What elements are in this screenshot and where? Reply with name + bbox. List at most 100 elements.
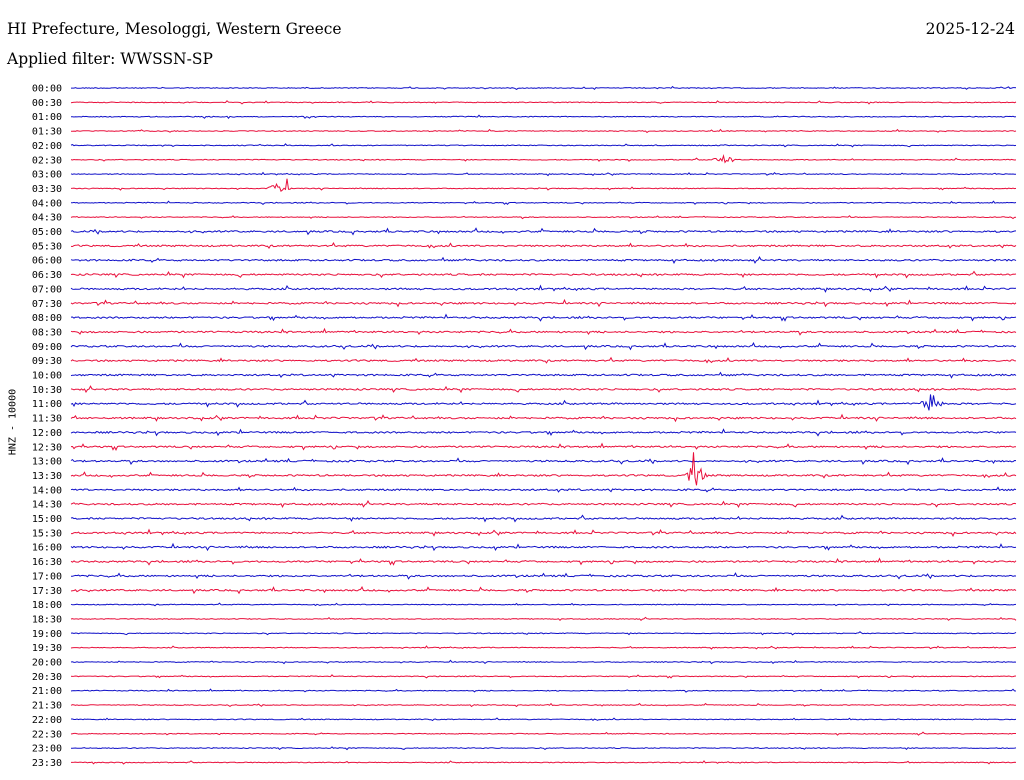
time-tick-label: 06:30 [32,270,62,281]
time-tick-label: 21:00 [32,686,62,697]
time-tick-label: 00:00 [32,84,62,95]
seismic-trace [70,486,1017,493]
seismic-trace [70,557,1017,566]
seismic-trace [70,241,1017,249]
seismic-trace [70,171,1017,177]
time-tick-label: 07:00 [32,284,62,295]
time-tick-label: 09:00 [32,342,62,353]
seismic-trace [70,645,1017,650]
seismic-trace [71,114,1017,119]
time-tick-label: 16:00 [32,543,62,554]
time-tick-label: 13:00 [32,457,62,468]
time-tick-label: 17:30 [32,586,62,597]
seismic-trace [70,499,1017,509]
seismic-trace [70,371,1017,379]
time-tick-label: 10:00 [32,371,62,382]
seismic-trace [70,659,1017,665]
time-tick-label: 22:00 [32,715,62,726]
seismic-trace [70,631,1017,636]
seismic-trace [70,413,1017,423]
time-tick-label: 18:00 [32,600,62,611]
seismic-trace [71,572,1017,580]
time-tick-label: 06:00 [32,256,62,267]
seismic-trace [70,702,1017,708]
time-tick-label: 20:00 [32,658,62,669]
time-tick-label: 03:00 [32,170,62,181]
station-title: HI Prefecture, Mesologgi, Western Greece [7,20,342,38]
seismic-trace [70,442,1017,451]
seismic-trace [70,100,1017,105]
seismic-trace [70,298,1017,308]
time-tick-label: 01:30 [32,127,62,138]
time-tick-label: 19:30 [32,643,62,654]
filter-label: Applied filter: WWSSN-SP [7,50,213,68]
seismic-trace [70,270,1017,279]
time-tick-label: 07:30 [32,299,62,310]
time-tick-label: 05:00 [32,227,62,238]
time-tick-label: 05:30 [32,241,62,252]
time-tick-label: 08:00 [32,313,62,324]
time-tick-label: 09:30 [32,356,62,367]
date-label: 2025-12-24 [925,20,1015,38]
time-tick-label: 22:30 [32,729,62,740]
seismic-trace [71,717,1017,722]
time-tick-label: 15:30 [32,528,62,539]
seismic-trace [70,457,1017,466]
seismic-trace [70,602,1017,607]
time-tick-label: 21:30 [32,701,62,712]
seismic-trace [70,616,1017,621]
seismic-trace [70,200,1017,206]
time-tick-label: 00:30 [32,98,62,109]
seismic-trace [70,178,1017,193]
time-tick-label: 10:30 [32,385,62,396]
time-tick-label: 01:00 [32,112,62,123]
seismic-trace [70,327,1017,336]
seismic-trace [70,153,1017,164]
time-tick-label: 13:30 [32,471,62,482]
time-tick-label: 02:30 [32,155,62,166]
time-tick-label: 04:00 [32,198,62,209]
seismic-trace [70,586,1017,595]
time-tick-label: 15:00 [32,514,62,525]
seismic-trace [70,215,1017,220]
seismic-trace [70,688,1017,693]
time-tick-label: 14:00 [32,485,62,496]
seismic-trace [70,227,1017,236]
time-tick-label: 23:30 [32,758,62,769]
time-tick-label: 20:30 [32,672,62,683]
seismic-trace [71,85,1017,91]
seismic-trace [70,428,1017,437]
time-tick-label: 16:30 [32,557,62,568]
time-tick-label: 23:00 [32,744,62,755]
time-tick-label: 11:30 [32,414,62,425]
time-tick-label: 18:30 [32,614,62,625]
seismic-trace [71,528,1017,538]
seismic-trace [70,342,1017,351]
time-tick-label: 02:00 [32,141,62,152]
time-tick-label: 08:30 [32,327,62,338]
seismic-trace [70,356,1017,364]
time-tick-label: 03:30 [32,184,62,195]
seismic-trace [70,313,1017,322]
seismic-trace [70,746,1017,751]
seismic-trace [70,514,1017,523]
seismic-trace [70,256,1017,265]
time-tick-label: 12:30 [32,442,62,453]
seismic-trace [70,128,1017,134]
time-tick-label: 19:00 [32,629,62,640]
seismic-trace [70,143,1017,148]
time-tick-label: 04:30 [32,213,62,224]
seismic-trace [70,284,1017,293]
time-tick-label: 17:00 [32,571,62,582]
time-tick-label: 14:30 [32,500,62,511]
time-tick-label: 12:00 [32,428,62,439]
seismic-trace [70,731,1016,736]
time-tick-label: 11:00 [32,399,62,410]
seismic-trace [70,542,1017,552]
seismic-trace [70,385,1017,394]
seismic-trace [70,674,1017,679]
seismic-trace [70,394,1017,411]
seismic-trace [71,760,1017,765]
seismic-trace [70,452,1017,486]
